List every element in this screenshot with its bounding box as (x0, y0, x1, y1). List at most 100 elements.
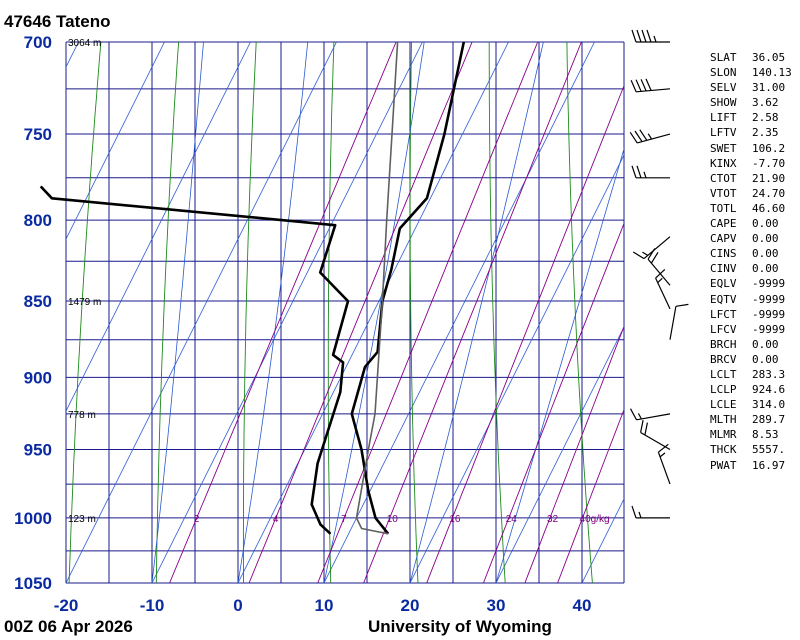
index-row-swet: SWET 106.2 (710, 141, 792, 156)
skew-isotherm (151, 42, 423, 583)
moist-adiabat (151, 42, 204, 583)
index-row-lftv: LFTV 2.35 (710, 125, 792, 140)
index-value: 8.53 (752, 428, 779, 442)
index-value: -9999 (752, 277, 786, 291)
sounding-series (39, 41, 466, 535)
mixing-ratio-label: 4 (273, 514, 279, 525)
pressure-axis-labels: 700 750 800 850 900 950 1000 1050 (14, 33, 52, 593)
index-row-show: SHOW 3.62 (710, 95, 792, 110)
index-row-eqlv: EQLV -9999 (710, 276, 792, 291)
temperature-tick-label: 20 (401, 596, 420, 615)
skew-isotherm (409, 154, 624, 583)
mixing-ratio-label: 2 (194, 514, 200, 525)
index-name: CINV (710, 262, 737, 276)
index-value: 21.90 (752, 171, 786, 185)
mixing-ratio-labels: 2 4 7 10 16 24 32 40g/kg (194, 514, 610, 525)
mixing-ratio-line (557, 408, 624, 583)
height-label: 123 m (68, 514, 96, 525)
index-name: LCLT (710, 367, 737, 381)
mixing-ratio-label: 32 (547, 514, 559, 525)
index-value: -7.70 (752, 156, 786, 170)
sounding-time: 00Z 06 Apr 2026 (4, 617, 133, 636)
skew-isotherm (323, 42, 595, 583)
skew-isotherm (237, 42, 509, 583)
mixing-ratio-line (317, 42, 539, 583)
index-value: 2.35 (752, 126, 779, 140)
index-value: 0.00 (752, 337, 779, 351)
index-name: SHOW (710, 96, 737, 110)
isotherm-grid (66, 42, 624, 583)
index-name: EQLV (710, 277, 737, 291)
index-name: SLAT (710, 51, 737, 64)
pressure-tick-label: 900 (24, 368, 52, 387)
index-row-cape: CAPE 0.00 (710, 216, 792, 231)
index-row-cins: CINS 0.00 (710, 246, 792, 261)
temperature-tick-label: 10 (315, 596, 334, 615)
temperature-tick-label: 40 (573, 596, 592, 615)
index-value: 24.70 (752, 186, 786, 200)
index-value: 924.6 (752, 383, 786, 397)
index-row-lclp: LCLP 924.6 (710, 382, 792, 397)
index-row-brch: BRCH 0.00 (710, 337, 792, 352)
mixing-ratio-line (524, 325, 624, 583)
index-value: 16.97 (752, 458, 786, 472)
index-row-lfct: LFCT -9999 (710, 307, 792, 322)
index-row-cinv: CINV 0.00 (710, 261, 792, 276)
wind-barb (630, 78, 671, 93)
pressure-tick-label: 950 (24, 440, 52, 459)
pressure-tick-label: 1000 (14, 509, 52, 528)
index-name: MLMR (710, 428, 737, 442)
mixing-ratio-label: 24 (506, 514, 518, 525)
index-name: CAPV (710, 232, 737, 246)
index-row-eqtv: EQTV -9999 (710, 292, 792, 307)
mixing-ratio-line (363, 42, 582, 583)
index-value: 0.00 (752, 232, 779, 246)
index-row-brcv: BRCV 0.00 (710, 352, 792, 367)
index-row-lift: LIFT 2.58 (710, 110, 792, 125)
index-name: BRCH (710, 337, 737, 351)
temperature-tick-label: -20 (54, 596, 79, 615)
moist-adiabat (409, 42, 544, 583)
index-row-kinx: KINX -7.70 (710, 156, 792, 171)
dry-adiabat (68, 42, 102, 583)
source-label: University of Wyoming (368, 617, 552, 636)
index-row-selv: SELV 31.00 (710, 80, 792, 95)
wind-barb (640, 419, 671, 451)
index-value: 46.60 (752, 201, 786, 215)
pressure-tick-label: 1050 (14, 574, 52, 593)
mixing-ratio-line (248, 42, 473, 583)
temperature-tick-label: -10 (140, 596, 165, 615)
index-row-capv: CAPV 0.00 (710, 231, 792, 246)
pressure-tick-label: 700 (24, 33, 52, 52)
mixing-ratio-lines (169, 42, 624, 583)
index-name: PWAT (710, 458, 737, 472)
skew-isotherm (66, 42, 337, 583)
wind-barb (647, 248, 671, 286)
pressure-tick-label: 800 (24, 211, 52, 230)
pressure-tick-label: 850 (24, 292, 52, 311)
series-dewpoint (39, 185, 350, 535)
wind-barb (632, 236, 671, 260)
index-value: -9999 (752, 322, 786, 336)
dry-adiabat (242, 42, 257, 583)
index-row-pwat: PWAT 16.97 (710, 458, 792, 473)
index-name: SLON (710, 66, 737, 80)
index-name: CTOT (710, 171, 737, 185)
index-name: CINS (710, 247, 737, 261)
mixing-ratio-label: 40g/kg (580, 514, 610, 525)
index-value: 106.2 (752, 141, 786, 155)
index-name: MLTH (710, 413, 737, 427)
index-row-vtot: VTOT 24.70 (710, 186, 792, 201)
skew-isotherm (66, 42, 165, 240)
index-name: LFCV (710, 322, 737, 336)
chart-title: 47646 Tateno (4, 12, 111, 31)
wind-barb (629, 129, 671, 144)
mixing-ratio-label: 7 (341, 514, 347, 525)
index-value: 3.62 (752, 96, 779, 110)
temperature-tick-label: 30 (487, 596, 506, 615)
wind-barb (655, 268, 671, 310)
height-labels: 3064 m 1479 m 778 m 123 m (68, 38, 101, 525)
index-value: 314.0 (752, 398, 786, 412)
index-value: 36.05 (752, 51, 786, 64)
index-name: THCK (710, 443, 737, 457)
